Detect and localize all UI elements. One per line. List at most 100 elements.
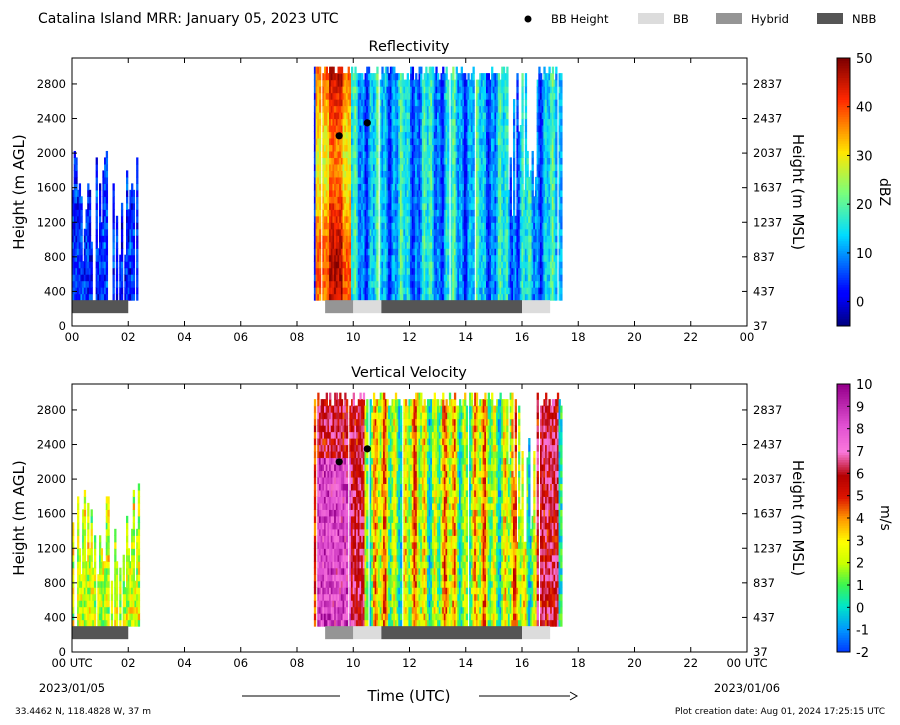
heatmap-cell: [504, 183, 507, 191]
heatmap-cell: [426, 222, 430, 230]
heatmap-cell: [437, 287, 440, 295]
heatmap-cell: [452, 73, 455, 81]
heatmap-cell: [536, 254, 539, 262]
heatmap-cell: [394, 196, 398, 204]
heatmap-cell: [499, 99, 502, 107]
heatmap-cell: [85, 222, 88, 230]
heatmap-cell: [521, 86, 524, 94]
heatmap-cell: [104, 254, 107, 262]
heatmap-cell: [421, 215, 425, 223]
heatmap-cell: [318, 112, 322, 120]
heatmap-cell: [366, 170, 369, 178]
heatmap-cell: [411, 92, 415, 100]
heatmap-cell: [332, 86, 335, 94]
heatmap-cell: [354, 157, 357, 165]
heatmap-cell: [80, 222, 83, 230]
heatmap-cell: [105, 228, 109, 236]
heatmap-cell: [318, 150, 322, 159]
heatmap-cell: [87, 196, 90, 204]
heatmap-cell: [528, 293, 531, 301]
heatmap-cell: [374, 267, 377, 275]
heatmap-cell: [405, 280, 408, 288]
heatmap-cell: [383, 196, 386, 204]
heatmap-cell: [435, 79, 438, 87]
heatmap-cell: [136, 274, 139, 282]
heatmap-cell: [102, 196, 105, 204]
heatmap-cell: [492, 157, 496, 165]
heatmap-cell: [80, 196, 83, 204]
heatmap-cell: [457, 131, 460, 139]
heatmap-cell: [415, 150, 418, 159]
heatmap-cell: [435, 137, 438, 146]
heatmap-cell: [507, 202, 511, 210]
heatmap-cell: [376, 170, 379, 178]
heatmap-cell: [467, 144, 470, 152]
heatmap-cell: [440, 125, 443, 133]
heatmap-cell: [405, 105, 408, 113]
heatmap-cell: [462, 235, 465, 243]
heatmap-cell: [357, 170, 361, 178]
heatmap-cell: [438, 228, 442, 236]
heatmap-cell: [462, 170, 465, 178]
heatmap-cell: [362, 228, 366, 236]
heatmap-cell: [403, 241, 406, 249]
heatmap-cells: [72, 66, 563, 301]
heatmap-cell: [349, 267, 352, 275]
heatmap-cell: [480, 261, 484, 269]
heatmap-cell: [450, 170, 453, 178]
heatmap-cell: [442, 125, 445, 133]
heatmap-cell: [529, 248, 533, 256]
heatmap-cell: [401, 196, 404, 204]
heatmap-cell: [472, 293, 475, 301]
heatmap-cell: [371, 105, 374, 113]
heatmap-cell: [472, 228, 475, 236]
heatmap-cell: [475, 99, 479, 107]
heatmap-cell: [489, 235, 492, 243]
heatmap-cell: [477, 92, 480, 100]
heatmap-cell: [462, 241, 465, 249]
heatmap-cell: [357, 150, 361, 159]
heatmap-cell: [357, 280, 361, 288]
heatmap-cell: [112, 293, 115, 301]
heatmap-cell: [484, 293, 487, 301]
heatmap-cell: [450, 241, 453, 249]
heatmap-cell: [131, 215, 134, 223]
heatmap-cell: [384, 86, 388, 94]
heatmap-cell: [384, 73, 388, 81]
heatmap-cell: [381, 261, 384, 269]
heatmap-cell: [72, 209, 75, 217]
heatmap-cell: [472, 235, 475, 243]
heatmap-cell: [362, 293, 366, 301]
heatmap-cell: [440, 99, 443, 107]
heatmap-cell: [322, 86, 325, 94]
heatmap-cell: [496, 228, 499, 236]
heatmap-cell: [399, 99, 403, 107]
heatmap-cell: [73, 183, 76, 191]
heatmap-cell: [398, 144, 401, 152]
heatmap-cell: [513, 189, 516, 197]
heatmap-cell: [519, 196, 523, 204]
heatmap-cell: [416, 163, 420, 171]
heatmap-cell: [334, 267, 337, 275]
heatmap-cell: [391, 170, 394, 178]
heatmap-cell: [420, 261, 423, 269]
heatmap-cell: [352, 125, 355, 133]
heatmap-cell: [386, 99, 389, 107]
heatmap-cell: [462, 293, 465, 301]
heatmap-cell: [486, 125, 489, 133]
heatmap-cell: [95, 209, 98, 217]
heatmap-cell: [324, 241, 327, 249]
heatmap-cell: [335, 176, 339, 184]
heatmap-cell: [99, 196, 102, 204]
heatmap-cell: [347, 228, 350, 236]
heatmap-cell: [453, 196, 457, 204]
heatmap-cell: [418, 254, 421, 262]
heatmap-cell: [415, 280, 418, 288]
heatmap-cell: [442, 274, 445, 282]
heatmap-cell: [332, 157, 335, 165]
heatmap-cell: [388, 105, 391, 113]
heatmap-cell: [386, 267, 389, 275]
heatmap-cell: [462, 112, 465, 120]
heatmap-cell: [433, 209, 436, 217]
heatmap-cell: [315, 137, 318, 146]
